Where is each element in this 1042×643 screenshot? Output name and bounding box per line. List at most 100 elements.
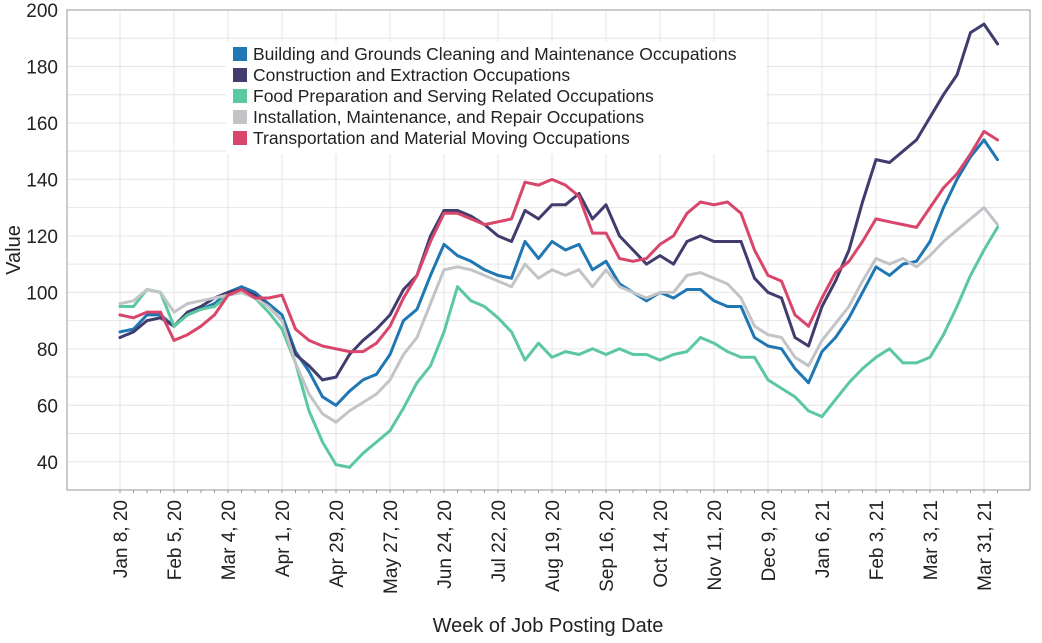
data-point (861, 240, 864, 243)
data-point (267, 305, 270, 308)
x-tick-label: Nov 11, 20 (705, 500, 726, 590)
y-tick-label: 100 (26, 283, 58, 304)
data-point (294, 361, 297, 365)
data-point (145, 313, 149, 317)
data-point (955, 228, 959, 232)
data-point (510, 240, 513, 243)
data-point (726, 200, 729, 204)
data-point (159, 310, 162, 314)
data-point (982, 248, 986, 252)
y-axis-title: Value (3, 225, 25, 275)
data-point (834, 271, 837, 274)
data-point (537, 276, 540, 280)
data-point (375, 341, 378, 345)
data-point (807, 344, 810, 348)
data-point (780, 336, 783, 339)
data-point (928, 115, 932, 119)
legend-label: Food Preparation and Serving Related Occ… (253, 86, 654, 106)
data-point (712, 341, 716, 345)
data-point (955, 172, 959, 176)
data-point (901, 262, 905, 266)
data-point (645, 299, 648, 303)
data-point (375, 327, 378, 331)
x-tick-label: Jan 8, 20 (111, 500, 132, 578)
data-point (753, 336, 756, 339)
data-point (294, 353, 297, 356)
data-point (901, 223, 905, 227)
data-point (213, 313, 216, 317)
data-point (280, 313, 284, 317)
data-point (996, 138, 999, 142)
data-point (496, 220, 500, 224)
data-point (388, 429, 392, 433)
legend-label: Installation, Maintenance, and Repair Oc… (253, 107, 644, 127)
data-point (469, 268, 473, 272)
data-point (847, 381, 851, 385)
data-point (429, 302, 432, 305)
data-point (334, 463, 338, 466)
data-point (469, 217, 473, 221)
data-point (159, 291, 162, 294)
data-point (361, 401, 365, 404)
data-point (132, 330, 135, 334)
data-point (172, 339, 176, 342)
x-tick-label: Sep 16, 20 (597, 500, 618, 592)
x-tick-label: Oct 14, 20 (651, 500, 672, 588)
x-tick-label: Jul 22, 20 (489, 500, 510, 582)
data-point (847, 305, 851, 308)
data-point (510, 276, 513, 280)
y-tick-label: 200 (26, 1, 58, 22)
x-tick-label: Feb 3, 21 (867, 500, 888, 580)
data-point (321, 395, 324, 399)
y-tick-label: 140 (26, 170, 58, 191)
data-point (631, 259, 635, 263)
data-point (739, 296, 743, 300)
data-point (307, 339, 311, 342)
data-point (496, 316, 500, 320)
data-point (685, 211, 689, 215)
data-point (199, 299, 203, 303)
data-point (159, 316, 162, 320)
data-point (118, 313, 122, 317)
data-point (793, 313, 797, 317)
data-point (820, 350, 824, 353)
data-point (672, 296, 675, 300)
data-point (685, 350, 689, 353)
data-point (874, 265, 878, 269)
data-point (334, 420, 338, 424)
data-point (118, 305, 122, 308)
data-point (699, 336, 702, 339)
x-axis: Jan 8, 20 Feb 5, 20 Mar 4, 20 Apr 1, 20 Apr … (111, 490, 998, 594)
data-point (388, 378, 392, 382)
data-point (118, 330, 122, 334)
data-point (213, 296, 216, 300)
data-point (739, 211, 743, 215)
data-point (618, 234, 621, 238)
data-point (348, 350, 351, 353)
data-point (550, 240, 554, 243)
data-point (955, 73, 959, 77)
data-point (658, 291, 662, 294)
data-point (834, 336, 837, 339)
data-point (375, 372, 378, 376)
data-point (645, 262, 648, 266)
data-point (739, 240, 743, 243)
data-point (280, 319, 284, 322)
data-point (348, 353, 351, 356)
data-point (523, 180, 527, 184)
x-tick-label: Feb 5, 20 (165, 500, 186, 580)
data-point (807, 364, 810, 368)
data-point (564, 203, 567, 207)
data-point (982, 22, 986, 26)
data-point (712, 203, 716, 207)
data-point (915, 259, 918, 263)
x-tick-label: Mar 3, 21 (921, 500, 942, 580)
data-point (982, 206, 986, 210)
data-point (267, 310, 270, 314)
data-point (969, 274, 972, 277)
data-point (550, 355, 554, 359)
data-point (577, 195, 581, 198)
data-point (294, 327, 297, 331)
data-point (901, 257, 905, 260)
